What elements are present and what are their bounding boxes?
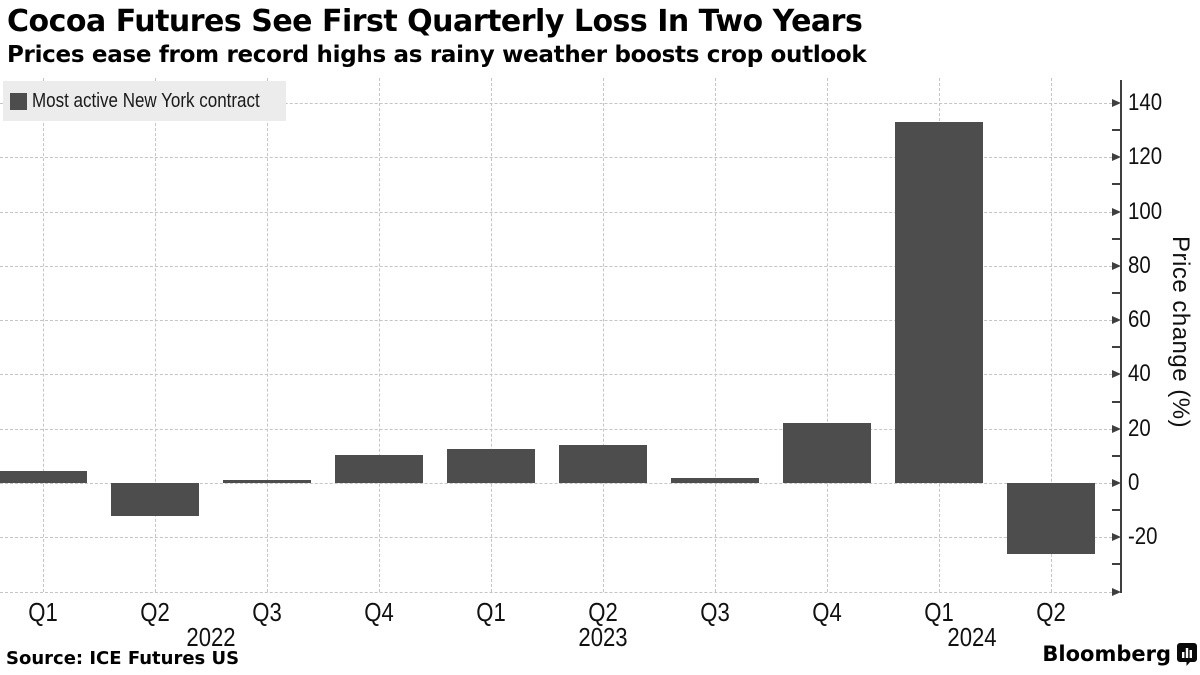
page-title: Cocoa Futures See First Quarterly Loss I… xyxy=(7,4,863,39)
y-grid-line xyxy=(0,537,1112,539)
y-minor-tick xyxy=(1112,400,1121,403)
x-axis-arrow-icon xyxy=(1112,588,1121,596)
x-tick-label: Q1 xyxy=(476,597,506,627)
y-minor-tick xyxy=(1112,346,1121,349)
x-tick-label: Q3 xyxy=(252,597,282,627)
bloomberg-wordmark: Bloomberg xyxy=(1042,642,1171,666)
x-tick-label: Q1 xyxy=(924,597,954,627)
x-grid-line xyxy=(827,78,828,592)
y-tick-label: 100 xyxy=(1128,197,1163,225)
y-tick-arrow-icon xyxy=(1112,533,1121,542)
bar xyxy=(0,470,87,483)
x-baseline xyxy=(0,592,1112,593)
bar xyxy=(335,454,423,483)
year-label: 2023 xyxy=(578,622,628,652)
y-tick-label: 60 xyxy=(1128,306,1151,334)
y-tick-label: 20 xyxy=(1128,414,1151,442)
y-minor-tick xyxy=(1112,292,1121,295)
x-grid-line xyxy=(715,78,716,592)
y-tick-label: -20 xyxy=(1128,523,1158,551)
x-grid-line xyxy=(491,78,492,592)
y-grid-line xyxy=(0,157,1112,159)
legend-label: Most active New York contract xyxy=(32,89,260,112)
y-minor-tick xyxy=(1112,237,1121,240)
y-tick-label: 120 xyxy=(1128,143,1163,171)
x-tick-label: Q2 xyxy=(1036,597,1066,627)
y-tick-arrow-icon xyxy=(1112,99,1121,108)
y-axis-title: Price change (%) xyxy=(1167,236,1194,429)
y-minor-tick xyxy=(1112,509,1121,512)
brand-logo: Bloomberg xyxy=(1042,642,1199,666)
y-minor-tick xyxy=(1112,454,1121,457)
y-tick-label: 0 xyxy=(1128,469,1140,496)
page-subtitle: Prices ease from record highs as rainy w… xyxy=(7,42,867,68)
y-tick-label: 140 xyxy=(1128,89,1163,117)
x-grid-line xyxy=(379,78,380,592)
year-label: 2024 xyxy=(947,622,997,652)
x-tick-label: Q1 xyxy=(28,597,58,627)
y-minor-tick xyxy=(1112,183,1121,186)
y-tick-arrow-icon xyxy=(1112,424,1121,433)
bar xyxy=(559,445,647,483)
y-tick-arrow-icon xyxy=(1112,261,1121,270)
x-tick-label: Q4 xyxy=(812,597,842,627)
y-grid-line xyxy=(0,374,1112,376)
legend-marker-icon xyxy=(10,92,27,110)
y-grid-line xyxy=(0,265,1112,267)
y-tick-label: 40 xyxy=(1128,360,1151,388)
y-tick-arrow-icon xyxy=(1112,370,1121,379)
y-tick-arrow-icon xyxy=(1112,479,1121,487)
legend: Most active New York contract xyxy=(3,81,286,121)
y-tick-arrow-icon xyxy=(1112,316,1121,325)
bar xyxy=(447,449,535,483)
x-grid-line xyxy=(43,78,44,592)
year-label: 2022 xyxy=(186,622,236,652)
y-grid-line xyxy=(0,320,1112,322)
y-grid-line xyxy=(0,103,1112,105)
bloomberg-icon xyxy=(1177,642,1197,666)
y-minor-tick xyxy=(1112,129,1121,132)
x-tick-label: Q3 xyxy=(700,597,730,627)
y-axis-line xyxy=(1120,80,1122,593)
y-grid-line xyxy=(0,428,1112,430)
bar xyxy=(223,480,311,483)
y-tick-arrow-icon xyxy=(1112,153,1121,162)
bar xyxy=(671,477,759,483)
x-tick-label: Q4 xyxy=(364,597,394,627)
y-tick-label: 80 xyxy=(1128,251,1151,279)
x-grid-line xyxy=(1051,78,1052,592)
y-tick-arrow-icon xyxy=(1112,207,1121,216)
x-tick-label: Q2 xyxy=(140,597,170,627)
y-minor-tick xyxy=(1112,563,1121,566)
y-grid-line xyxy=(0,483,1112,484)
source-note: Source: ICE Futures US xyxy=(6,648,240,669)
x-grid-line xyxy=(267,78,268,592)
bar xyxy=(895,122,983,483)
x-tick-label: Q2 xyxy=(588,597,618,627)
x-grid-line xyxy=(603,78,604,592)
bar xyxy=(111,483,199,516)
y-grid-line xyxy=(0,211,1112,213)
bar xyxy=(1007,483,1095,554)
x-grid-line xyxy=(155,78,156,592)
bar xyxy=(783,423,871,483)
